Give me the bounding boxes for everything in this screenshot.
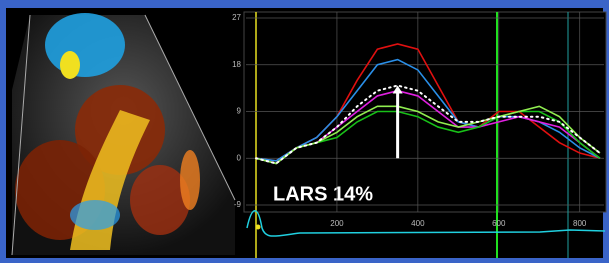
screenshot: LARS 14% 27 18 9 0 -9 200 400 600 800: [0, 0, 609, 263]
x-tick-label: 800: [573, 219, 587, 228]
y-tick-label: 0: [237, 153, 242, 162]
ecg-marker: [256, 225, 261, 230]
y-tick-label: 18: [232, 60, 241, 69]
y-tick-label: 9: [237, 107, 242, 116]
x-tick-label: 400: [411, 219, 425, 228]
x-tick-label: 600: [492, 219, 506, 228]
y-tick-label: 27: [232, 13, 241, 22]
y-tick-label: -9: [234, 200, 242, 209]
annotation: LARS 14%: [273, 183, 373, 205]
x-tick-label: 200: [330, 219, 344, 228]
